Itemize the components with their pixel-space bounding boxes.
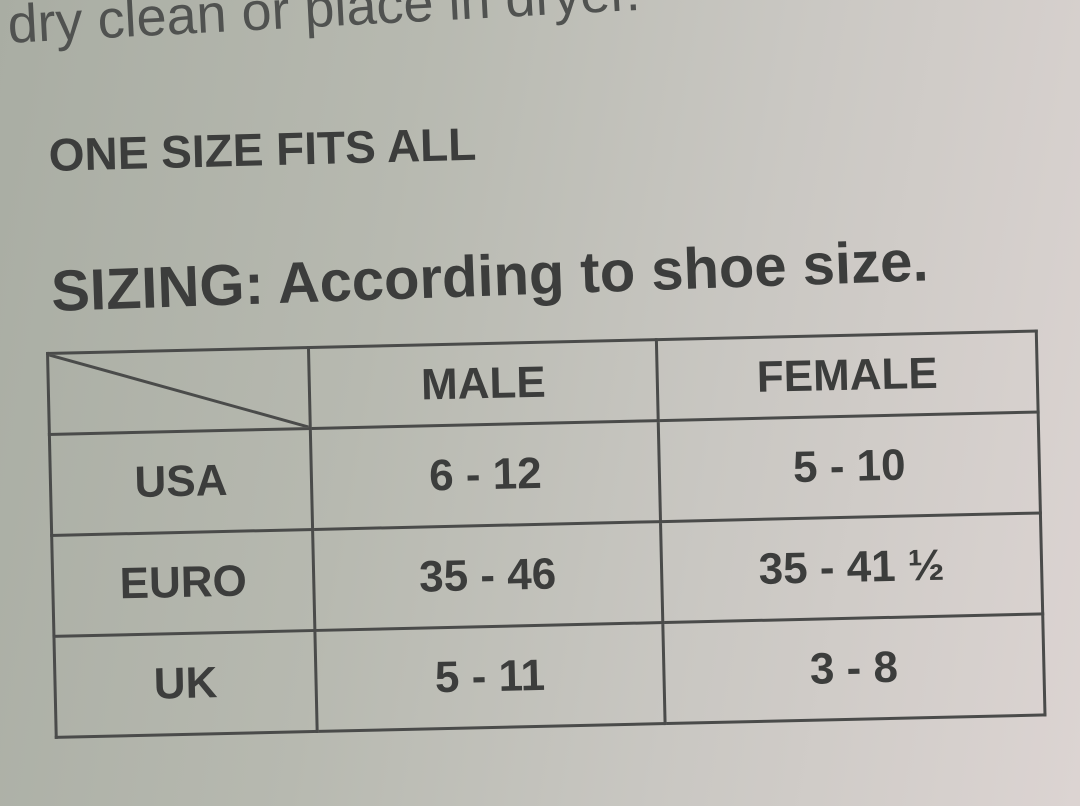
female-size-cell: 5 - 10: [658, 412, 1041, 522]
header-female: FEMALE: [656, 331, 1039, 421]
one-size-note: ONE SIZE FITS ALL: [48, 117, 477, 181]
male-size-cell: 35 - 46: [312, 521, 663, 631]
table-row: UK 5 - 11 3 - 8: [53, 613, 1045, 738]
male-size-cell: 6 - 12: [310, 420, 661, 530]
table-header-row: MALE FEMALE: [47, 331, 1039, 435]
male-size-cell: 5 - 11: [314, 622, 666, 732]
female-size-cell: 3 - 8: [662, 613, 1045, 724]
size-chart-table: MALE FEMALE USA 6 - 12 5 - 10 EURO 35 - …: [46, 329, 1047, 738]
female-size-cell: 35 - 41 ½: [660, 512, 1043, 623]
region-cell: USA: [49, 428, 313, 536]
region-cell: EURO: [51, 529, 315, 637]
header-male: MALE: [308, 339, 659, 429]
region-cell: UK: [53, 630, 318, 738]
corner-cell: [47, 347, 311, 435]
care-instruction-text: dry clean or place in dryer.: [6, 0, 642, 55]
sizing-heading: SIZING: According to shoe size.: [50, 228, 930, 324]
diagonal-divider: [49, 349, 309, 433]
